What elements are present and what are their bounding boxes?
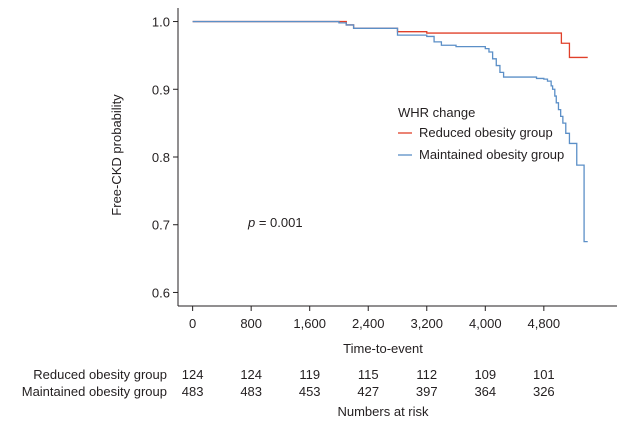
risk-cell: 453 — [299, 384, 321, 399]
risk-cell: 119 — [299, 367, 320, 382]
risk-cell: 101 — [533, 367, 555, 382]
risk-cell: 124 — [182, 367, 204, 382]
risk-cell: 109 — [474, 367, 496, 382]
risk-table: Reduced obesity group 124 124 119 115 112 109 1… — [22, 367, 555, 399]
risk-cell: 124 — [240, 367, 262, 382]
legend-label-maintained: Maintained obesity group — [419, 147, 564, 162]
p-value-text: = 0.001 — [255, 215, 302, 230]
series-line-1 — [192, 20, 588, 243]
x-tick-label: 1,600 — [293, 316, 326, 331]
y-ticks: 1.0 0.9 0.8 0.7 0.6 — [152, 15, 178, 300]
series-layer — [192, 20, 588, 243]
y-tick-label: 0.9 — [152, 82, 170, 97]
risk-row-label: Reduced obesity group — [33, 367, 167, 382]
p-value-annotation: p = 0.001 — [247, 215, 303, 230]
risk-table-title: Numbers at risk — [337, 404, 429, 419]
y-tick-label: 0.7 — [152, 218, 170, 233]
series-line-0 — [192, 20, 588, 59]
y-tick-label: 1.0 — [152, 15, 170, 30]
y-tick-label: 0.6 — [152, 285, 170, 300]
x-tick-label: 0 — [189, 316, 196, 331]
risk-cell: 326 — [533, 384, 555, 399]
y-tick-label: 0.8 — [152, 150, 170, 165]
x-tick-label: 4,800 — [528, 316, 561, 331]
x-tick-label: 4,000 — [469, 316, 502, 331]
risk-cell: 427 — [357, 384, 379, 399]
risk-cell: 483 — [182, 384, 204, 399]
legend-title: WHR change — [398, 105, 475, 120]
legend-label-reduced: Reduced obesity group — [419, 125, 553, 140]
x-tick-label: 2,400 — [352, 316, 385, 331]
x-tick-label: 800 — [240, 316, 262, 331]
x-axis-label: Time-to-event — [343, 341, 423, 356]
x-ticks: 0 800 1,600 2,400 3,200 4,000 4,800 — [189, 306, 560, 331]
risk-cell: 115 — [358, 367, 379, 382]
legend: WHR change Reduced obesity group Maintai… — [398, 105, 564, 162]
p-value-symbol: p — [247, 215, 255, 230]
risk-cell: 364 — [474, 384, 496, 399]
x-tick-label: 3,200 — [410, 316, 443, 331]
risk-cell: 112 — [416, 367, 437, 382]
risk-cell: 483 — [240, 384, 262, 399]
y-axis-label: Free-CKD probability — [109, 94, 124, 216]
risk-cell: 397 — [416, 384, 438, 399]
risk-row-label: Maintained obesity group — [22, 384, 167, 399]
